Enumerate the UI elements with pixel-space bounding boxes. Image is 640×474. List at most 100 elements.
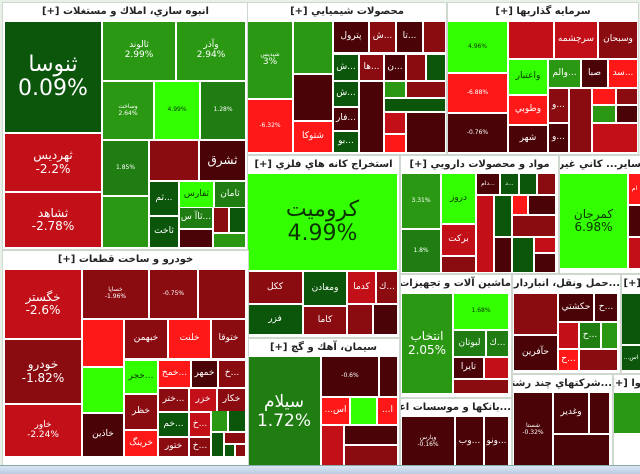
tile[interactable]: ام [629,174,640,204]
tile[interactable] [514,294,557,334]
tile[interactable]: -0.76% [448,114,507,152]
tile[interactable]: د... [501,174,518,194]
tile[interactable]: فار... [334,108,358,130]
tile[interactable] [495,196,511,236]
tile[interactable]: دام... [477,174,499,194]
tile[interactable] [629,238,640,268]
tile[interactable]: 1.8% [402,230,440,272]
tile[interactable]: ثاخت [150,217,178,247]
tile[interactable]: وب... [456,417,483,466]
tile[interactable] [351,398,376,424]
tile[interactable]: ختر... [159,389,188,411]
tile[interactable] [214,234,245,247]
tile[interactable]: -6.32% [248,100,292,152]
tile[interactable]: ككل [248,272,302,303]
tile[interactable] [513,238,533,272]
tile[interactable]: وسبحان [599,22,637,58]
tile[interactable] [617,106,637,122]
tile[interactable]: ها... [360,55,383,80]
tile[interactable]: خمهر [192,361,217,387]
tile[interactable] [602,323,617,348]
tile[interactable]: ثنوسا 0.09% [5,22,101,132]
tile[interactable] [229,411,245,431]
tile[interactable]: 1.85% [103,141,148,195]
tile[interactable]: خجر... [125,361,157,393]
tile[interactable]: دروز [442,174,475,223]
tile[interactable]: ختوقا [212,320,245,358]
tile[interactable]: ن... [385,55,405,80]
tile[interactable] [407,55,425,80]
tile[interactable] [535,238,555,252]
tile[interactable] [593,106,615,122]
tile[interactable]: شهر [509,126,547,152]
tile[interactable] [535,254,555,272]
tile[interactable]: وغدير [554,393,588,433]
tile[interactable]: انتخاب 2.05% [402,294,452,393]
tile[interactable] [513,196,527,214]
tile[interactable] [294,22,332,73]
tile[interactable]: و... [549,89,568,122]
tile[interactable]: ش... [370,22,395,52]
tile[interactable]: وپارس -0.16% [402,417,454,466]
tile[interactable]: ونو... [485,417,508,466]
tile[interactable] [424,22,445,52]
tile[interactable] [407,113,445,152]
tile[interactable] [374,305,397,334]
tile[interactable]: خرينگ [125,431,157,456]
tile[interactable]: شتوكا [294,122,332,152]
tile[interactable]: ثالوند 2.99% [103,22,175,80]
tile[interactable]: ش... [334,55,358,80]
sector-title[interactable]: سرمايه گذاريها [+] [495,6,591,17]
tile[interactable]: تايرا [454,358,483,378]
tile[interactable]: ثهرديس -2.2% [5,134,101,191]
tile[interactable]: خودرو -1.82% [5,340,81,403]
sector-title[interactable]: محصولات شيميايي [+] [290,6,404,17]
sector-title[interactable]: سيمان، آهك و گچ [+] [269,342,378,353]
tile[interactable] [538,174,555,194]
tile[interactable]: ثاآ س... [180,208,212,228]
tile[interactable] [427,55,445,80]
tile[interactable]: ثفارس [180,182,213,207]
tile[interactable]: -0.6% [322,357,378,396]
tile[interactable]: شستا -0.32% [514,393,552,466]
tile[interactable]: ش... [334,82,358,106]
tile[interactable]: خ... [190,438,210,456]
tile[interactable]: كدما [348,272,375,303]
tile[interactable] [580,350,617,370]
tile[interactable] [83,320,123,366]
tile[interactable]: وطوبي [509,96,547,124]
tile[interactable]: ثم... [150,182,178,215]
tile[interactable]: خمح... [159,361,190,387]
sector-title[interactable]: ماشين آلات و تجهيزات [+] [401,278,511,289]
tile[interactable] [225,433,245,443]
tile[interactable]: خاذين [83,414,123,456]
tile[interactable]: و... [549,124,568,152]
tile[interactable]: خساپا -1.96% [83,270,148,318]
tile[interactable]: 3.31% [402,174,440,228]
tile[interactable]: تا... [397,22,422,52]
tile[interactable] [477,196,493,272]
tile[interactable]: كاما [304,307,346,334]
tile[interactable] [442,257,475,272]
tile[interactable] [212,411,227,431]
tile[interactable]: سرچشمه [555,22,597,58]
sector-title[interactable]: ...بانكها و موسسات اعتبا [+] [401,402,511,413]
tile[interactable] [83,368,123,412]
tile[interactable]: ثامان [215,182,245,207]
tile[interactable] [385,82,405,97]
tile[interactable]: -6.88% [448,74,507,112]
tile[interactable] [385,99,445,111]
tile[interactable]: سيلام 1.72% [248,357,320,466]
tile[interactable]: -0.75% [150,270,197,318]
tile[interactable] [212,433,223,456]
tile[interactable]: خگستر -2.6% [5,270,81,338]
tile[interactable]: پترول [334,22,368,52]
tile[interactable] [214,208,228,232]
tile[interactable] [345,426,397,444]
tile[interactable] [380,357,397,396]
tile[interactable]: 4.99% [155,82,199,139]
tile[interactable] [513,216,555,236]
tile[interactable]: ح... [595,294,617,321]
tile[interactable]: وساخت 2.64% [103,82,153,139]
tile[interactable] [360,82,383,152]
